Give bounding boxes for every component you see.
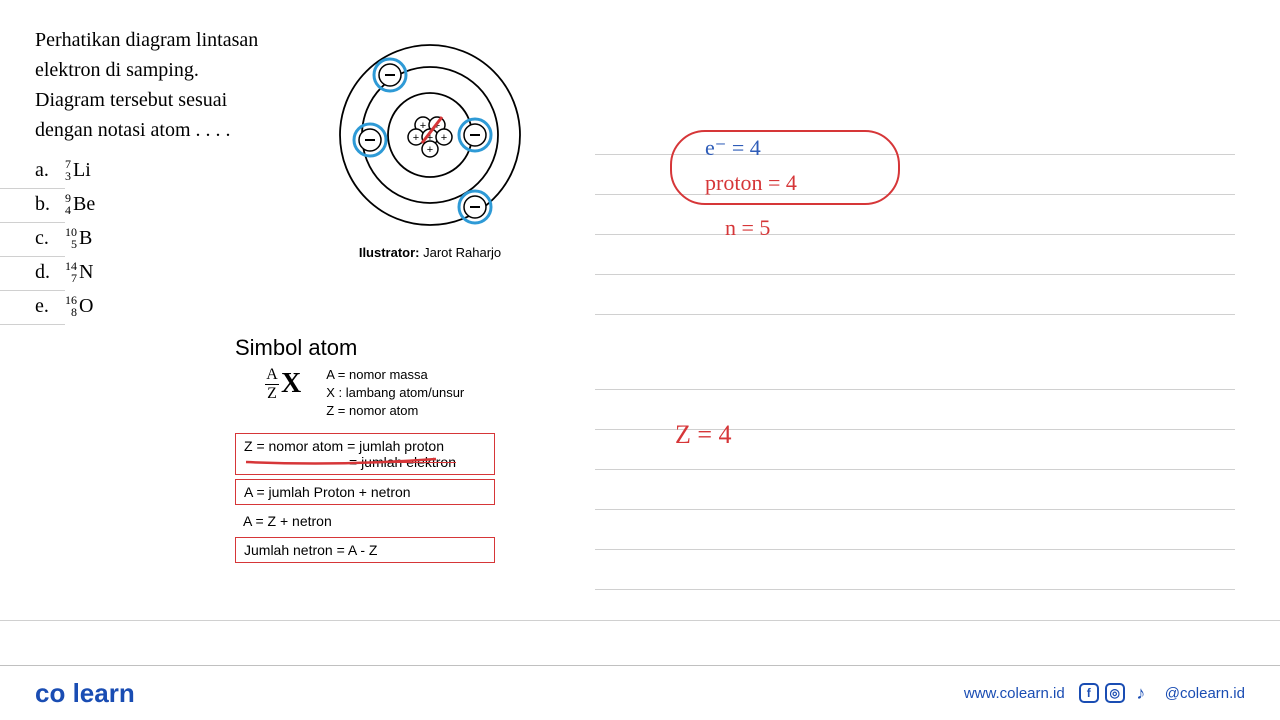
instagram-icon: ◎	[1105, 683, 1125, 703]
illustrator-credit: Ilustrator: Jarot Raharjo	[315, 245, 545, 260]
svg-text:+: +	[441, 132, 447, 144]
note-proton: proton = 4	[705, 170, 797, 196]
option-d: d. 147N	[35, 255, 295, 289]
formula-a-z-netron: A = Z + netron	[235, 509, 495, 533]
simbol-title: Simbol atom	[235, 335, 585, 361]
question-text: Perhatikan diagram lintasan elektron di …	[35, 25, 295, 145]
option-b: b. 94Be	[35, 187, 295, 221]
question-block: Perhatikan diagram lintasan elektron di …	[35, 25, 295, 323]
footer-url: www.colearn.id	[964, 685, 1065, 702]
note-neutron: n = 5	[725, 215, 770, 241]
simbol-formula: A Z X A = nomor massa X : lambang atom/u…	[265, 366, 585, 421]
footer-handle: @colearn.id	[1165, 685, 1245, 702]
social-icons: f ◎ ♪	[1079, 683, 1151, 703]
formula-box-a: A = jumlah Proton + netron	[235, 479, 495, 505]
simbol-legend: A = nomor massa X : lambang atom/unsur Z…	[326, 366, 464, 421]
az-x-notation: A Z X	[265, 366, 301, 402]
option-e: e. 168O	[35, 289, 295, 323]
option-c: c. 105B	[35, 221, 295, 255]
note-z: Z = 4	[675, 420, 732, 450]
svg-text:+: +	[413, 132, 419, 144]
formula-z-line1: Z = nomor atom = jumlah proton	[244, 438, 444, 454]
tiktok-icon: ♪	[1131, 683, 1151, 703]
facebook-icon: f	[1079, 683, 1099, 703]
option-a: a. 73Li	[35, 153, 295, 187]
options-list: a. 73Li b. 94Be c. 105B d. 147N e. 168O	[35, 153, 295, 323]
full-rule	[0, 620, 1280, 621]
red-underline-stroke	[241, 454, 441, 469]
svg-text:+: +	[427, 144, 433, 156]
simbol-atom-block: Simbol atom A Z X A = nomor massa X : la…	[235, 335, 585, 567]
colearn-logo: co learn	[35, 678, 135, 709]
formula-box-z: Z = nomor atom = jumlah proton = jumlah …	[235, 433, 495, 475]
note-electrons: e⁻ = 4	[705, 135, 761, 161]
footer: co learn www.colearn.id f ◎ ♪ @colearn.i…	[0, 665, 1280, 720]
formula-box-netron: Jumlah netron = A - Z	[235, 537, 495, 563]
atom-diagram: ++++++ Ilustrator: Jarot Raharjo	[315, 35, 545, 260]
notes-area	[595, 25, 1235, 590]
footer-right: www.colearn.id f ◎ ♪ @colearn.id	[964, 683, 1245, 703]
